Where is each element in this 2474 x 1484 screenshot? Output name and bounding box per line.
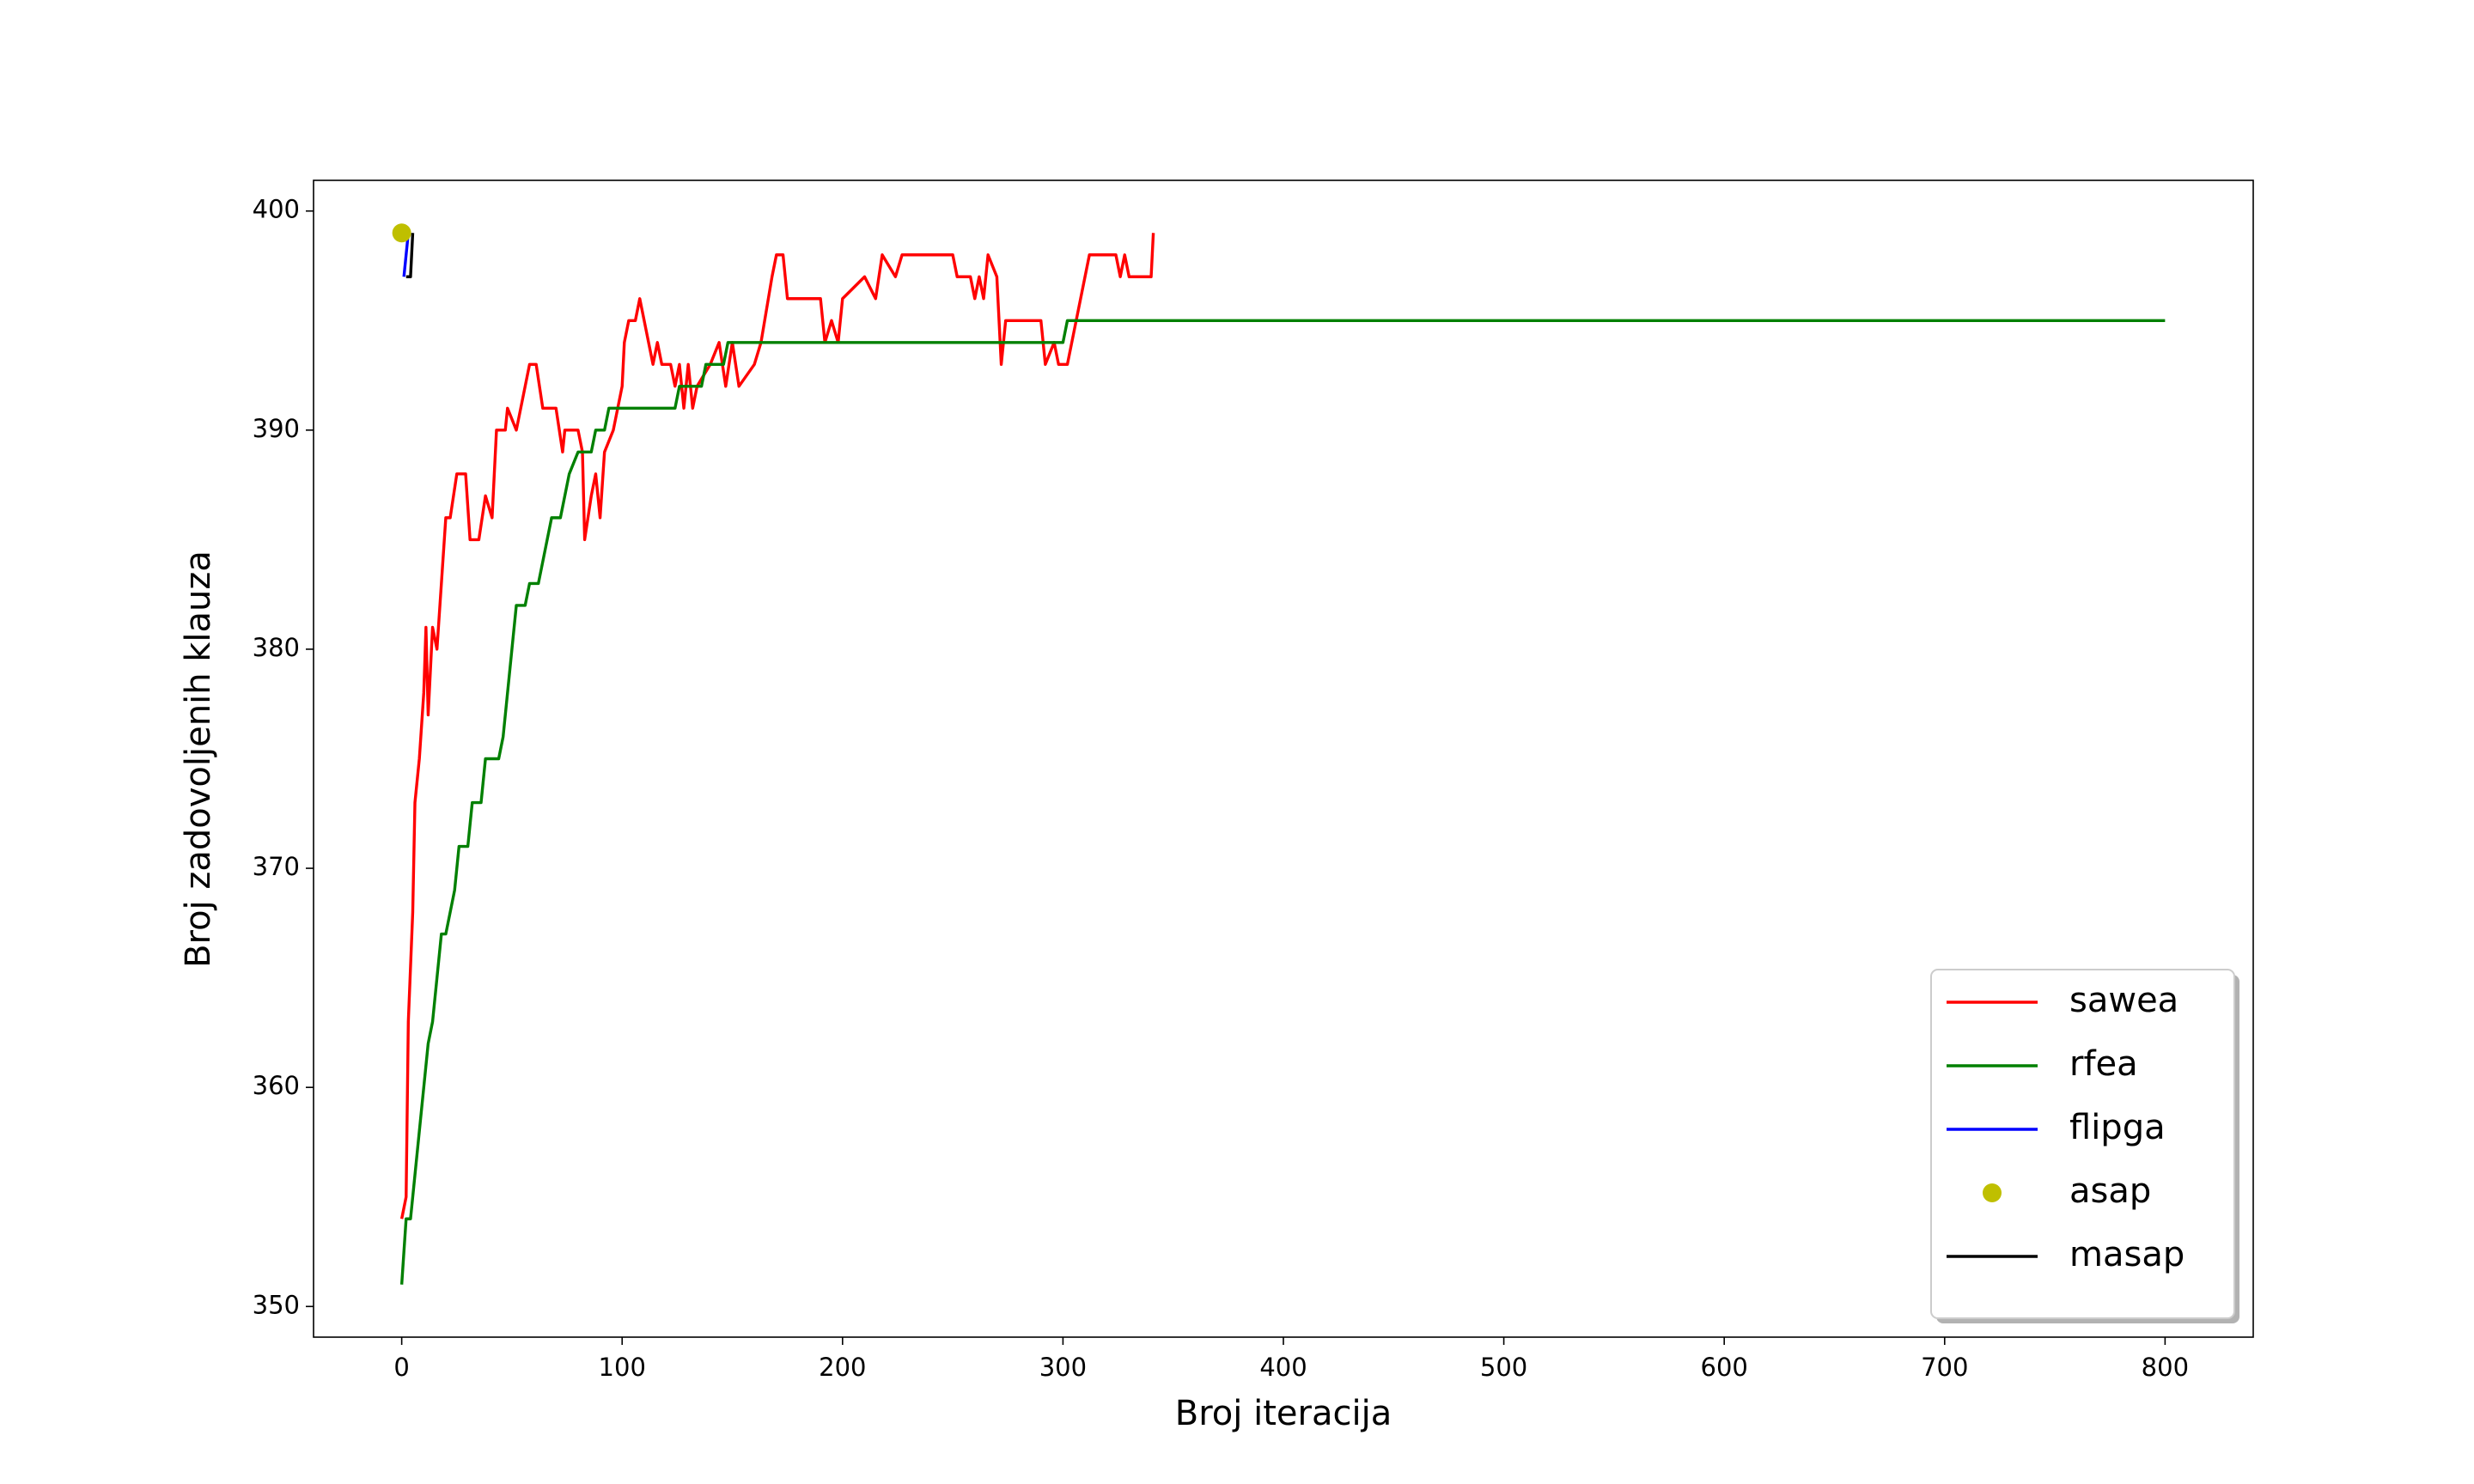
legend-box (1930, 969, 2235, 1319)
x-tick-label: 800 (2142, 1353, 2189, 1382)
series-line (399, 233, 1155, 1219)
plot-area (392, 223, 2166, 1285)
y-tick-label: 380 (253, 633, 300, 662)
plot-frame (313, 179, 2254, 1338)
x-tick-label: 400 (1259, 1353, 1307, 1382)
y-tick-label: 370 (253, 852, 300, 881)
y-axis-label: Broj zadovoljenih klauza (179, 550, 218, 968)
y-tick-label: 350 (253, 1290, 300, 1319)
x-tick-label: 0 (393, 1353, 409, 1382)
x-tick-label: 300 (1039, 1353, 1087, 1382)
point (392, 223, 411, 243)
legend-label: flipga (2069, 1108, 2166, 1147)
series-line (399, 319, 2166, 1285)
x-tick-label: 100 (599, 1353, 646, 1382)
x-tick-label: 600 (1701, 1353, 1748, 1382)
legend-label: rfea (2069, 1044, 2138, 1084)
y-tick-label: 390 (253, 414, 300, 443)
x-tick-label: 700 (1921, 1353, 1968, 1382)
legend-label: sawea (2069, 981, 2178, 1020)
x-axis-label: Broj iteracija (1175, 1394, 1392, 1433)
y-tick-label: 400 (253, 195, 300, 224)
series-line (405, 233, 415, 278)
legend-label: masap (2069, 1235, 2185, 1274)
legend-label: asap (2069, 1171, 2151, 1211)
x-tick-label: 500 (1480, 1353, 1527, 1382)
legend-marker (1983, 1183, 2002, 1202)
y-tick-label: 360 (253, 1071, 300, 1100)
x-tick-label: 200 (819, 1353, 866, 1382)
